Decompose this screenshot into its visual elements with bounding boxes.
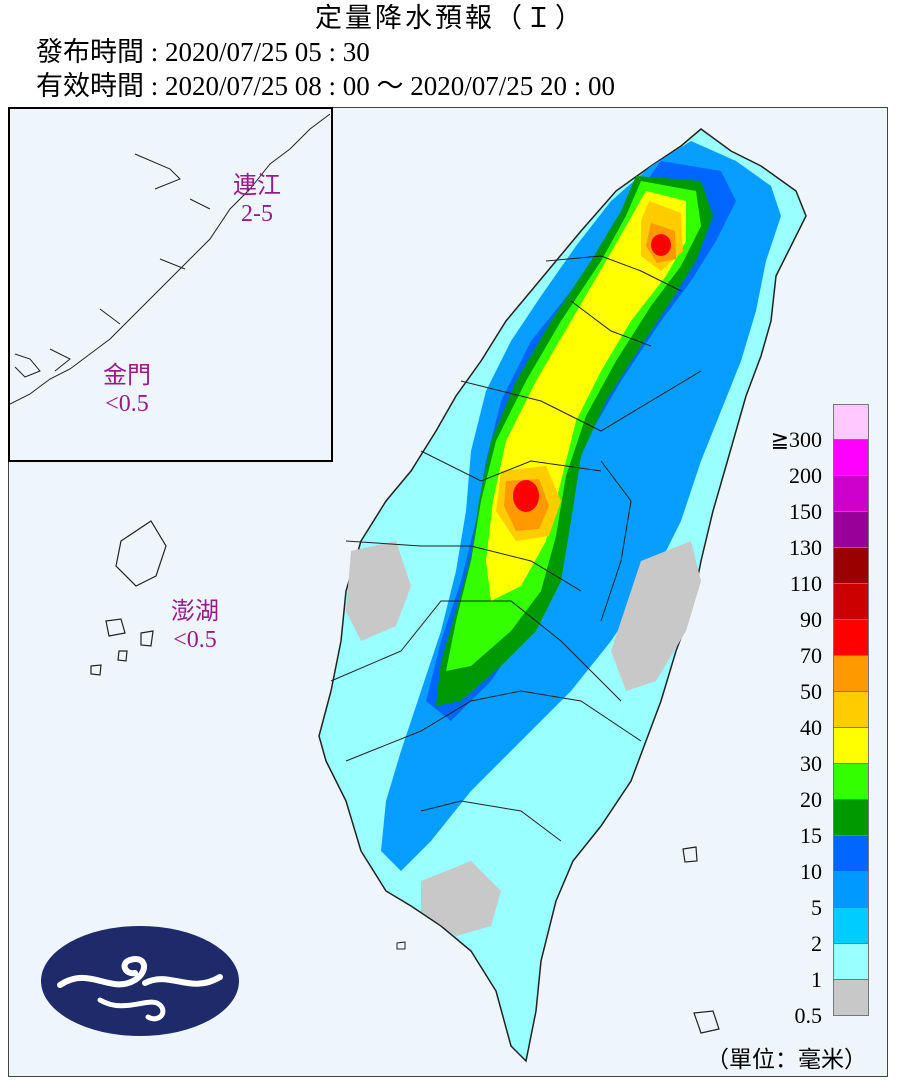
orchid-island [693,1010,720,1034]
matsu-name: 連江 [233,173,281,199]
legend-swatch [833,584,869,620]
legend-swatch [833,656,869,692]
legend-label: 130 [789,535,822,560]
green-island [682,846,698,863]
legend-label: 2 [811,931,822,956]
legend-swatch [833,944,869,980]
legend-label: 20 [800,787,822,812]
rain-zone-gray-east [611,541,701,691]
legend-label: 1 [811,967,822,992]
kinmen-name: 金門 [103,363,151,389]
legend-label: 50 [800,679,822,704]
legend-label: ≧300 [770,427,822,452]
legend-label: 40 [800,715,822,740]
kinmen-label: 金門 <0.5 [92,362,162,418]
legend-swatch [833,440,869,476]
legend-swatch [833,980,869,1016]
china-coast [9,113,331,405]
penghu-label: 澎湖 <0.5 [160,598,230,654]
legend-swatch [833,404,869,440]
rain-zone-70mm-north [651,234,671,256]
legend-swatch [833,620,869,656]
rain-zone-70mm-central [513,480,539,512]
legend-label: 15 [800,823,822,848]
rain-zone-gray-south [421,861,501,936]
legend-swatch [833,548,869,584]
matsu-label: 連江 2-5 [222,172,292,228]
penghu-islands [90,520,167,676]
legend-swatch [833,836,869,872]
legend-swatch [833,800,869,836]
legend-label: 110 [789,571,822,596]
cwb-logo-icon [41,926,239,1036]
offshore-inset [8,107,333,462]
legend-swatch [833,872,869,908]
penghu-name: 澎湖 [171,599,219,625]
legend-swatch [833,908,869,944]
legend-label: 5 [811,895,822,920]
legend-swatch [833,512,869,548]
kinmen-value: <0.5 [105,391,149,417]
matsu-value: 2-5 [241,201,273,227]
penghu-value: <0.5 [173,627,217,653]
valid-time: 有效時間 : 2020/07/25 08 : 00 ～ 2020/07/25 2… [36,71,616,101]
legend-swatch [833,728,869,764]
legend-swatch [833,476,869,512]
legend-label: 200 [789,463,822,488]
legend-label: 150 [789,499,822,524]
legend-label: 90 [800,607,822,632]
map-title: 定量降水預報（Ｉ） [315,3,585,33]
taiwan-map [90,128,807,1063]
legend-swatch [833,764,869,800]
unit-label: （單位：毫米） [706,1047,867,1072]
legend-label: 0.5 [794,1003,823,1028]
liuqiu-island [396,941,406,950]
legend-label: 70 [800,643,822,668]
county-boundaries [330,255,702,842]
rainfall-map [8,107,888,1077]
issue-time: 發布時間 : 2020/07/25 05 : 30 [36,37,370,67]
legend-label: 30 [800,751,822,776]
legend-swatch [833,692,869,728]
legend-colorbar [833,404,869,1016]
legend-label: 10 [800,859,822,884]
rain-zone-gray-west [346,541,411,641]
